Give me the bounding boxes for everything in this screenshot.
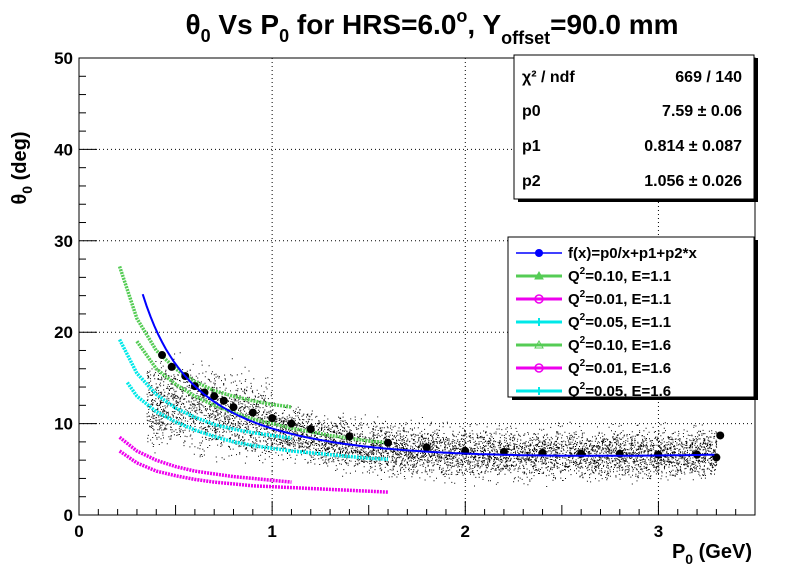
stats-label: p0 [522,103,541,120]
legend-marker [534,363,544,373]
legend-label: Q2=0.05, E=1.6 [568,381,671,400]
stats-value: 7.59 ± 0.06 [662,103,742,120]
legend-marker [534,270,544,280]
legend-label: Q2=0.01, E=1.6 [568,358,671,377]
series-line [125,381,389,461]
data-point [229,403,238,412]
legend-label: Q2=0.05, E=1.1 [568,312,671,331]
legend-label: Q2=0.10, E=1.1 [568,266,671,285]
y-tick-label: 40 [54,140,73,159]
data-point [158,351,167,360]
stats-label: χ² / ndf [522,69,575,86]
fit-curve [141,293,715,457]
x-tick-label: 3 [654,522,663,541]
data-points [158,351,725,462]
x-tick-label: 0 [74,522,83,541]
stats-value: 669 / 140 [675,69,742,86]
legend-marker [535,318,543,326]
data-point [210,392,219,401]
stats-label: p1 [522,138,541,155]
stats-value: 0.814 ± 0.087 [644,138,742,155]
data-point [345,432,354,441]
series-line [118,338,292,440]
data-point [306,425,315,434]
y-tick-label: 10 [54,415,73,434]
y-tick-label: 50 [54,49,73,68]
data-point [167,362,176,371]
legend-marker [535,249,543,257]
fit-line [141,293,715,457]
x-tick-label: 1 [267,522,276,541]
x-axis-label: P0 (GeV) [672,541,752,567]
data-point [716,431,725,440]
series-line [118,435,292,484]
data-point [248,408,257,417]
chart-title: θ0 Vs P0 for HRS=6.0o, Yoffset=90.0 mm [185,6,678,48]
legend-label: f(x)=p0/x+p1+p2*x [568,245,697,262]
series-line [117,265,292,409]
data-point [200,388,209,397]
series-line [118,449,389,494]
y-tick-label: 0 [64,506,73,525]
stats-box: χ² / ndf 669 / 140 p0 7.59 ± 0.06 p1 0.8… [513,54,758,202]
data-point [268,414,277,423]
y-tick-label: 30 [54,232,73,251]
legend-marker [535,387,543,395]
y-tick-label: 20 [54,323,73,342]
stats-value: 1.056 ± 0.026 [644,173,742,190]
legend-marker [534,339,544,349]
legend-label: Q2=0.10, E=1.6 [568,335,671,354]
data-point [384,438,393,447]
data-point [219,396,228,405]
x-tick-label: 2 [461,522,470,541]
legend-label: Q2=0.01, E=1.1 [568,289,671,308]
legend-marker [534,294,544,304]
stats-label: p2 [522,173,541,190]
legend: f(x)=p0/x+p1+p2*x Q2=0.10, E=1.1 Q2=0.01, … [507,236,758,400]
data-point [422,443,431,452]
y-axis-label: θ0 (deg) [9,131,35,204]
data-point [287,419,296,428]
